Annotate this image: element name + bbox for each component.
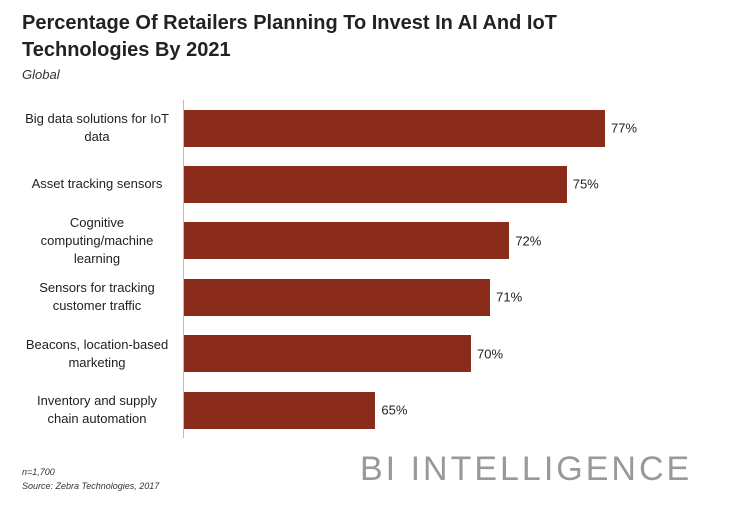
- chart-title: Percentage Of Retailers Planning To Inve…: [22, 12, 557, 61]
- source: Source: Zebra Technologies, 2017: [22, 481, 160, 491]
- bar: [184, 222, 510, 260]
- value-label: 72%: [515, 233, 542, 249]
- category-label: Beacons, location-based marketing: [25, 336, 169, 370]
- brand-logo: BI INTELLIGENCE: [360, 450, 693, 488]
- value-label: 70%: [477, 346, 504, 362]
- value-label: 71%: [496, 289, 523, 305]
- bar: [184, 391, 376, 429]
- bar: [184, 109, 605, 147]
- category-label: Inventory and supply chain automation: [37, 393, 157, 426]
- category-label: Asset tracking sensors: [31, 176, 163, 192]
- bar: [184, 335, 472, 373]
- category-label: Sensors for tracking customer traffic: [39, 280, 155, 314]
- value-label: 77%: [611, 120, 638, 136]
- category-label: Cognitive computing/machine learning: [40, 214, 154, 266]
- bar: [184, 278, 491, 316]
- value-label: 75%: [572, 176, 599, 192]
- category-axis: [183, 100, 184, 438]
- note: n=1,700: [22, 467, 55, 477]
- bar: [184, 165, 567, 203]
- value-label: 65%: [381, 402, 408, 418]
- chart-subtitle: Global: [22, 67, 60, 82]
- category-label: Big data solutions for IoT data: [25, 111, 169, 144]
